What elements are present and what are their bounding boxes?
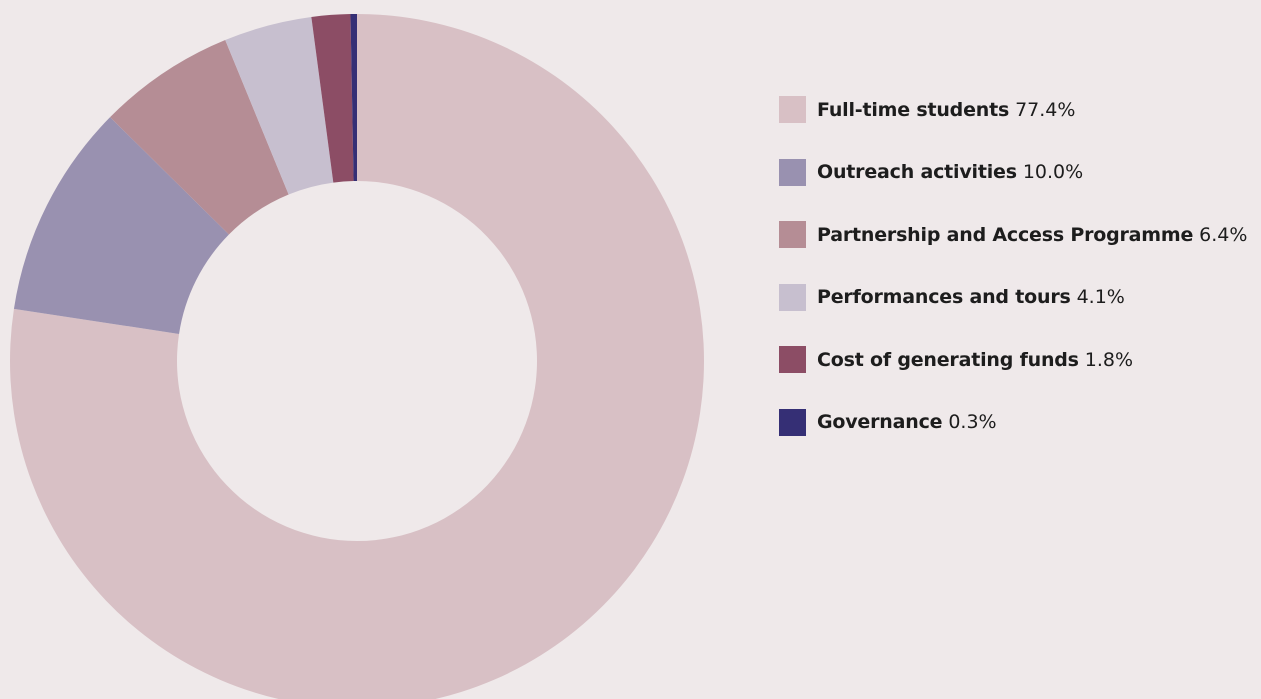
legend-swatch bbox=[779, 408, 806, 436]
donut-slice-performances-and-tours bbox=[225, 17, 334, 195]
legend-label: Cost of generating funds bbox=[817, 348, 1079, 371]
donut-slice-full-time-students bbox=[10, 14, 704, 699]
legend-label: Performances and tours bbox=[817, 286, 1071, 308]
legend-value: 1.8% bbox=[1084, 348, 1134, 371]
legend-swatch bbox=[779, 346, 806, 373]
legend-value: 6.4% bbox=[1199, 223, 1248, 246]
legend-item-partnership-and-access-programme: Partnership and Access Programme 6.4% bbox=[779, 221, 1247, 248]
legend-swatch bbox=[779, 158, 806, 186]
legend-swatch bbox=[779, 221, 806, 248]
legend-item-full-time-students: Full-time students 77.4% bbox=[779, 96, 1247, 123]
legend-value: 10.0% bbox=[1022, 161, 1084, 183]
legend-value: 0.3% bbox=[948, 411, 997, 433]
donut-slice-outreach-activities bbox=[13, 117, 229, 334]
donut-slice-governance bbox=[350, 14, 357, 182]
legend-label: Outreach activities bbox=[817, 161, 1017, 183]
legend-value: 77.4% bbox=[1015, 98, 1076, 121]
legend-item-governance: Governance 0.3% bbox=[779, 408, 1247, 436]
donut-chart bbox=[10, 14, 704, 699]
legend-value: 4.1% bbox=[1076, 286, 1125, 308]
legend-swatch bbox=[779, 283, 806, 311]
legend-item-performances-and-tours: Performances and tours 4.1% bbox=[779, 283, 1247, 311]
donut-slice-partnership-and-access-programme bbox=[110, 39, 289, 235]
legend-swatch bbox=[779, 96, 806, 123]
legend-item-cost-of-generating-funds: Cost of generating funds 1.8% bbox=[779, 346, 1247, 373]
legend-label: Full-time students bbox=[817, 98, 1010, 121]
legend-label: Governance bbox=[817, 411, 943, 433]
donut-slice-cost-of-generating-funds bbox=[311, 14, 354, 183]
legend: Full-time students 77.4% Outreach activi… bbox=[779, 96, 1247, 471]
legend-label: Partnership and Access Programme bbox=[817, 223, 1194, 246]
legend-item-outreach-activities: Outreach activities 10.0% bbox=[779, 158, 1247, 186]
